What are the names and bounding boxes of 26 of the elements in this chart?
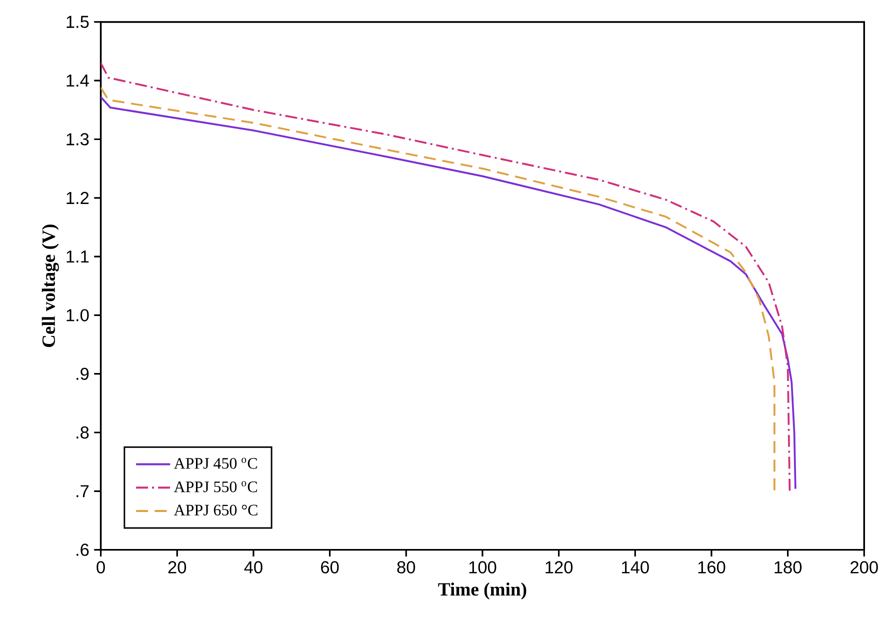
x-axis-title: Time (min) — [438, 582, 526, 600]
y-tick-label: 1.0 — [66, 309, 89, 322]
x-tick-label: 120 — [546, 561, 573, 574]
y-tick-label: .8 — [76, 426, 89, 439]
legend-label: APPJ 450 $^{o}$C — [174, 458, 257, 469]
y-tick-label: .6 — [76, 544, 89, 556]
x-tick-label: 200 — [850, 561, 878, 574]
y-tick-label: .9 — [76, 368, 89, 380]
y-tick-label: 1.2 — [66, 192, 89, 204]
y-tick-label: 1.5 — [66, 16, 89, 28]
legend-label: APPJ 650 °C — [174, 504, 258, 516]
y-tick-label: .7 — [76, 485, 89, 498]
x-tick-label: 40 — [244, 561, 262, 574]
x-tick-label: 0 — [96, 561, 105, 574]
x-tick-label: 20 — [168, 561, 186, 574]
x-tick-label: 140 — [622, 561, 649, 574]
x-tick-label: 180 — [774, 561, 802, 574]
y-axis-title: Cell voltage (V) — [42, 224, 59, 348]
x-tick-label: 100 — [469, 561, 496, 574]
y-tick-label: 1.1 — [66, 250, 89, 263]
y-tick-label: 1.3 — [66, 133, 89, 146]
y-tick-label: 1.4 — [66, 74, 89, 87]
legend-label: APPJ 550 $^{o}$C — [174, 481, 257, 492]
x-tick-label: 80 — [397, 561, 416, 574]
x-tick-label: 160 — [698, 561, 726, 574]
x-tick-label: 60 — [321, 561, 339, 574]
